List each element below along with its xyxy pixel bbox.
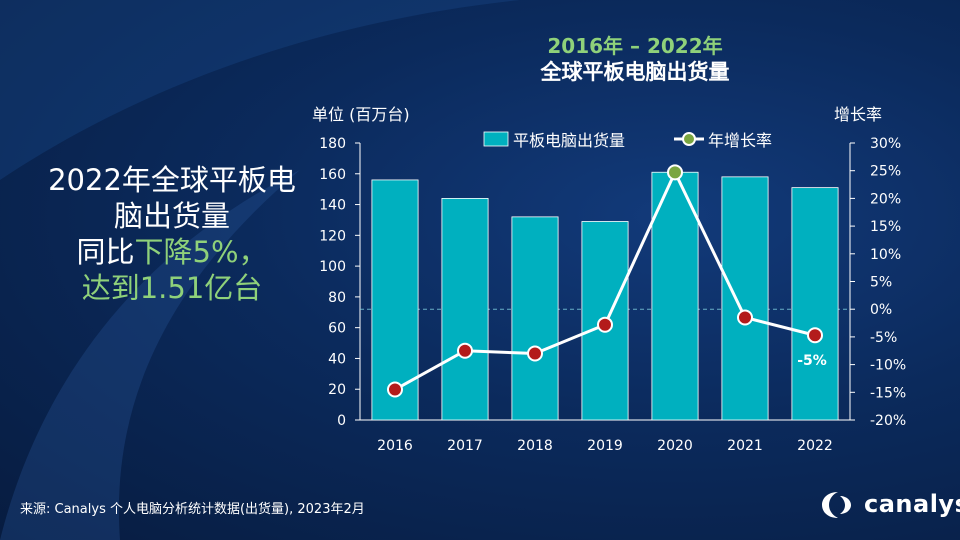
- data-label-2022: -5%: [797, 353, 827, 369]
- legend-label-line: 年增长率: [708, 131, 772, 150]
- headline: 2022年全球平板电 脑出货量 同比下降5%， 达到1.51亿台: [22, 162, 322, 306]
- y-left-tick-label: 80: [328, 290, 346, 306]
- bar-2022: [791, 187, 839, 421]
- headline-prefix: 同比: [76, 235, 135, 269]
- growth-point-2016: [387, 381, 403, 398]
- growth-point-2017: [457, 342, 473, 359]
- logo-text: canalys: [864, 490, 960, 518]
- y-left-tick-label: 0: [337, 413, 346, 429]
- growth-point-2021: [737, 309, 753, 326]
- bar-2020: [651, 171, 699, 421]
- x-tick-label-2017: 2017: [447, 438, 483, 454]
- legend-label-bar: 平板电脑出货量: [513, 131, 625, 150]
- headline-line-3: 同比下降5%，: [22, 234, 322, 270]
- bar-2017: [441, 197, 489, 421]
- y-left-tick-label: 60: [328, 321, 346, 337]
- y-axis-left-label: 单位 (百万台): [312, 105, 410, 124]
- y-right-tick-label: 25%: [870, 164, 901, 180]
- bar-2021: [721, 176, 769, 421]
- x-tick-label-2019: 2019: [587, 438, 623, 454]
- legend-swatch-marker: [682, 132, 696, 146]
- x-tick-label-2020: 2020: [657, 438, 693, 454]
- y-right-tick-label: 30%: [870, 136, 901, 152]
- x-tick-label-2018: 2018: [517, 438, 553, 454]
- y-right-tick-label: 10%: [870, 247, 901, 263]
- y-left-tick-label: 180: [319, 136, 346, 152]
- y-left-tick-label: 120: [319, 228, 346, 244]
- y-left-tick-label: 160: [319, 167, 346, 183]
- chart-title: 全球平板电脑出货量: [540, 60, 730, 84]
- y-right-tick-label: -15%: [870, 385, 906, 401]
- chart-title-range: 2016年 – 2022年: [547, 34, 723, 58]
- y-right-tick-label: 20%: [870, 191, 901, 207]
- headline-line-4: 达到1.51亿台: [81, 271, 263, 305]
- y-right-tick-label: 0%: [870, 302, 892, 318]
- y-left-tick-label: 140: [319, 198, 346, 214]
- legend-swatch-bar: [483, 131, 509, 147]
- y-left-tick-label: 100: [319, 259, 346, 275]
- headline-highlight: 下降5%，: [134, 235, 268, 269]
- y-right-tick-label: -20%: [870, 413, 906, 429]
- growth-point-2020: [667, 164, 683, 181]
- headline-line-2: 脑出货量: [113, 199, 230, 233]
- canalys-swirl-icon: [822, 492, 851, 518]
- source-note: 来源: Canalys 个人电脑分析统计数据(出货量), 2023年2月: [20, 502, 365, 517]
- y-left-tick-label: 40: [328, 351, 346, 367]
- y-axis-right-label: 增长率: [834, 105, 883, 124]
- growth-point-2018: [527, 345, 543, 362]
- y-right-tick-label: 15%: [870, 219, 901, 235]
- headline-line-1: 2022年全球平板电: [48, 163, 296, 197]
- x-tick-label-2016: 2016: [377, 438, 413, 454]
- x-tick-label-2021: 2021: [727, 438, 763, 454]
- y-right-tick-label: -5%: [870, 330, 897, 346]
- x-tick-label-2022: 2022: [797, 438, 833, 454]
- y-right-tick-label: 5%: [870, 275, 892, 291]
- y-left-tick-label: 20: [328, 382, 346, 398]
- growth-point-2019: [597, 316, 613, 333]
- growth-point-2022: [807, 327, 823, 344]
- bar-2018: [511, 216, 559, 421]
- canalys-logo: canalys: [818, 488, 960, 522]
- y-right-tick-label: -10%: [870, 358, 906, 374]
